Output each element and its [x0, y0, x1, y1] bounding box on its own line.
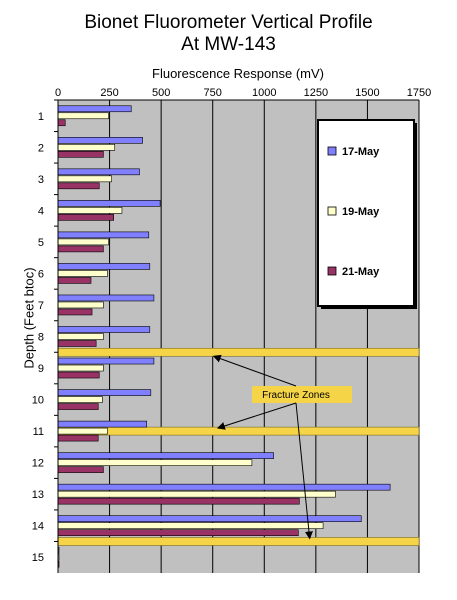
x-tick-label: 500 [152, 87, 170, 99]
fracture-zone-band [57, 426, 420, 436]
y-tick-label: 9 [38, 363, 44, 375]
bar [57, 427, 108, 435]
x-axis-title: Fluorescence Response (mV) [152, 66, 324, 81]
y-tick-label: 4 [38, 205, 44, 217]
legend-swatch [327, 206, 337, 216]
bar [57, 515, 362, 523]
bar [57, 357, 155, 365]
chart-title-line-1: Bionet Fluorometer Vertical Profile [84, 12, 373, 33]
x-tick-label: 1250 [304, 87, 328, 99]
y-tick-label: 11 [33, 426, 44, 438]
bar [57, 231, 150, 239]
bar [57, 459, 253, 466]
bar [57, 466, 104, 473]
bar [57, 452, 274, 459]
bar [57, 301, 104, 309]
bar [57, 490, 336, 498]
bar [57, 151, 104, 158]
bar [57, 326, 151, 333]
y-tick-label: 8 [38, 332, 44, 344]
bar [57, 333, 104, 340]
bar [57, 308, 93, 316]
fracture-zone-band [57, 347, 420, 357]
x-tick-label: 1750 [407, 87, 431, 99]
legend-swatch [327, 266, 337, 276]
bar [57, 270, 108, 277]
y-tick-label: 2 [38, 142, 44, 154]
legend-swatch [327, 146, 337, 156]
bar [57, 207, 123, 214]
bar [57, 182, 100, 190]
fracture-zone-arrow [295, 402, 313, 540]
bar [57, 340, 97, 347]
bar [57, 105, 132, 113]
fracture-zone-arrow [216, 402, 297, 430]
bar [57, 522, 324, 530]
bar [57, 529, 299, 537]
y-tick-label: 10 [32, 395, 44, 407]
x-tick-label: 0 [55, 87, 61, 99]
bar [57, 396, 103, 403]
y-tick-label: 12 [32, 458, 44, 470]
bar [57, 371, 100, 379]
y-tick-label: 7 [38, 300, 44, 312]
x-tick-label: 1000 [252, 87, 276, 99]
fracture-zone-band [57, 537, 420, 546]
legend-label: 21-May [342, 266, 380, 278]
fracture-zones-label-box [252, 386, 352, 403]
chart-title: Bionet Fluorometer Vertical Profile At M… [0, 12, 457, 56]
y-tick-label: 14 [32, 521, 44, 533]
bar [57, 277, 92, 284]
bar [57, 434, 99, 442]
fracture-zone-arrow [212, 354, 297, 387]
bar [57, 200, 161, 207]
bar [57, 175, 112, 183]
bar [57, 137, 143, 144]
legend-label: 17-May [342, 146, 380, 158]
y-tick-label: 13 [32, 489, 44, 501]
bar [57, 364, 104, 372]
y-tick-label: 15 [32, 552, 44, 564]
bar [57, 497, 300, 505]
bar [57, 403, 99, 410]
bar [57, 294, 155, 302]
x-tick-label: 1500 [355, 87, 379, 99]
y-tick-label: 6 [38, 268, 44, 280]
y-tick-label: 5 [38, 237, 44, 249]
legend-label: 19-May [342, 206, 380, 218]
bar [57, 245, 104, 253]
fracture-zones-label: Fracture Zones [262, 390, 330, 401]
bar [57, 168, 140, 176]
x-tick-label: 250 [100, 87, 118, 99]
bar [57, 214, 114, 221]
y-tick-label: 3 [38, 174, 44, 186]
bar [57, 238, 109, 246]
bar [57, 144, 116, 151]
bar [57, 420, 148, 428]
x-tick-label: 750 [204, 87, 222, 99]
bar [57, 263, 151, 270]
bar [57, 389, 152, 396]
bar [57, 112, 109, 120]
chart-title-line-2: At MW-143 [181, 34, 276, 55]
bar [57, 483, 391, 491]
bar [57, 119, 66, 127]
y-tick-label: 1 [38, 111, 44, 123]
